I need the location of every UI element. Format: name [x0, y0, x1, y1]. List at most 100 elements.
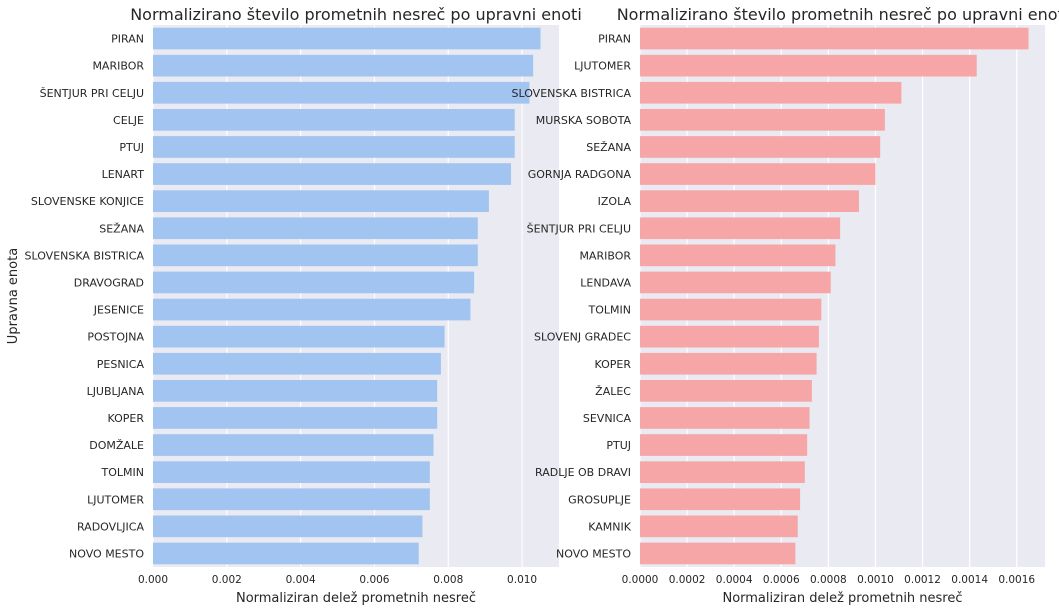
bar	[640, 380, 812, 402]
category-label: DRAVOGRAD	[74, 276, 144, 289]
category-label: PTUJ	[606, 439, 631, 452]
category-label: KOPER	[595, 358, 632, 371]
bar	[153, 326, 445, 348]
x-tick-label: 0.0014	[951, 574, 988, 586]
x-tick-label: 0.0012	[904, 574, 941, 586]
bar	[640, 299, 821, 321]
bar	[640, 28, 1029, 50]
bar	[640, 407, 810, 429]
bar	[153, 109, 515, 131]
chart-panel-2: PIRAN LJUTOMER SLOVENSKA BISTRICA MURSKA SO…	[512, 5, 1059, 606]
category-label: MURSKA SOBOTA	[536, 114, 632, 127]
bar	[640, 516, 798, 538]
bar	[640, 163, 875, 185]
bar	[153, 434, 434, 456]
bar	[153, 299, 470, 321]
category-label: LENDAVA	[580, 276, 631, 289]
category-label: POSTOJNA	[87, 331, 144, 344]
category-label: ŽALEC	[595, 385, 631, 398]
x-tick-label: 0.0016	[998, 574, 1035, 586]
bar	[153, 543, 419, 565]
bar	[640, 543, 795, 565]
bar	[640, 109, 885, 131]
bar	[153, 190, 489, 212]
bar	[640, 55, 977, 77]
x-axis-label: Normaliziran delež prometnih nesreč	[236, 591, 476, 606]
x-tick-label: 0.0004	[716, 574, 753, 586]
bar	[153, 28, 541, 50]
category-label: SEŽANA	[586, 141, 631, 154]
chart-panel-1: PIRAN MARIBOR ŠENTJUR PRI CELJU CELJE PTUJ LE…	[6, 5, 582, 606]
bar	[153, 380, 437, 402]
category-label: PIRAN	[598, 33, 631, 46]
chart-title: Normalizirano število prometnih nesreč p…	[617, 5, 1059, 24]
category-label: ŠENTJUR PRI CELJU	[527, 222, 631, 235]
bar	[640, 434, 807, 456]
bar	[153, 353, 441, 375]
x-tick-label: 0.008	[433, 574, 463, 586]
category-label: GORNJA RADGONA	[528, 168, 632, 181]
bar	[640, 272, 831, 294]
bar	[640, 353, 817, 375]
bar	[153, 488, 430, 510]
category-label: CELJE	[113, 114, 144, 127]
bar	[153, 272, 474, 294]
category-label: TOLMIN	[588, 304, 631, 317]
bar	[153, 407, 437, 429]
bar	[640, 488, 800, 510]
category-label: RADLJE OB DRAVI	[535, 466, 631, 479]
category-label: IZOLA	[598, 195, 632, 208]
category-label: NOVO MESTO	[69, 547, 144, 560]
category-label: SLOVENSKE KONJICE	[31, 195, 144, 208]
x-tick-label: 0.0002	[669, 574, 706, 586]
category-label: PIRAN	[111, 33, 144, 46]
category-label: SLOVENSKA BISTRICA	[512, 87, 632, 100]
y-axis-label: Upravna enota	[6, 248, 21, 344]
bar	[153, 516, 422, 538]
category-label: PESNICA	[97, 358, 145, 371]
bar	[640, 326, 819, 348]
category-label: LJUTOMER	[87, 493, 144, 506]
x-tick-label: 0.0008	[810, 574, 847, 586]
category-label: KOPER	[108, 412, 145, 425]
x-tick-label: 0.006	[359, 574, 389, 586]
bar	[640, 245, 835, 267]
bar	[153, 217, 478, 239]
category-label: ŠENTJUR PRI CELJU	[40, 87, 144, 100]
bar	[153, 55, 533, 77]
x-tick-label: 0.0006	[763, 574, 800, 586]
x-tick-label: 0.002	[212, 574, 242, 586]
x-tick-label: 0.010	[507, 574, 537, 586]
category-label: RADOVLJICA	[77, 520, 144, 533]
category-label: GROSUPLJE	[568, 493, 631, 506]
category-label: MARIBOR	[579, 249, 631, 262]
category-label: JESENICE	[93, 304, 144, 317]
bar	[640, 190, 859, 212]
category-label: SEVNICA	[583, 412, 632, 425]
x-axis-label: Normaliziran delež prometnih nesreč	[722, 591, 962, 606]
x-tick-label: 0.0000	[622, 574, 659, 586]
bar	[153, 245, 478, 267]
category-label: LENART	[102, 168, 145, 181]
category-label: LJUTOMER	[574, 60, 631, 73]
category-label: PTUJ	[119, 141, 144, 154]
chart-title: Normalizirano število prometnih nesreč p…	[130, 5, 582, 24]
category-label: KAMNIK	[588, 520, 632, 533]
plot-area	[153, 25, 559, 567]
bar	[153, 136, 515, 158]
bar	[153, 461, 430, 483]
plot-area	[640, 25, 1045, 567]
category-label: DOMŽALE	[89, 439, 144, 452]
category-label: SEŽANA	[99, 222, 144, 235]
x-tick-label: 0.004	[286, 574, 316, 586]
category-label: TOLMIN	[101, 466, 144, 479]
bar	[153, 82, 529, 104]
x-tick-label: 0.0010	[857, 574, 894, 586]
bar	[640, 217, 840, 239]
category-label: NOVO MESTO	[556, 547, 631, 560]
category-label: LJUBLJANA	[87, 385, 145, 398]
category-label: MARIBOR	[92, 60, 144, 73]
category-label: SLOVENSKA BISTRICA	[25, 249, 145, 262]
